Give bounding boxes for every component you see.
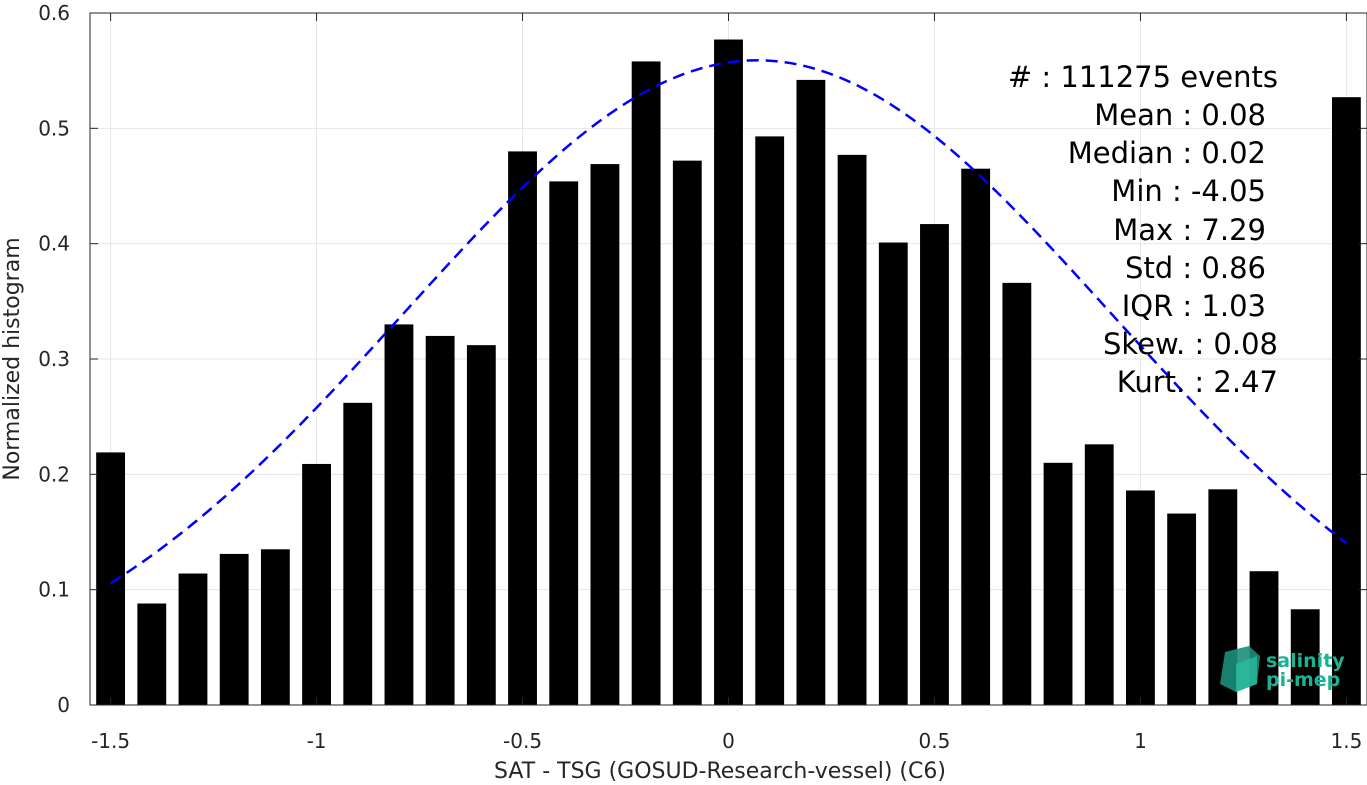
axis-ticks (90, 12, 1367, 706)
y-tick-label: 0.1 (38, 578, 70, 602)
histogram-bar (178, 573, 208, 705)
x-tick-label: -1 (307, 729, 327, 753)
stat-mean: Mean : 0.08 (1094, 98, 1266, 132)
histogram-bar (755, 136, 785, 705)
histogram-bar (1167, 513, 1197, 705)
histogram-bar (384, 324, 414, 705)
x-tick-label: 0.5 (919, 729, 951, 753)
histogram-bar (302, 463, 331, 705)
y-axis-tick-labels: 0 0.1 0.2 0.3 0.4 0.5 0.6 (38, 1, 70, 717)
y-tick-label: 0.5 (38, 116, 70, 140)
logo-line-pi-mep: pi-mep (1266, 669, 1340, 691)
x-axis-title: SAT - TSG (GOSUD-Research-vessel) (C6) (494, 759, 946, 784)
normal-fit-curve (109, 59, 1348, 585)
histogram-bar (672, 160, 702, 706)
histogram-bar (343, 402, 373, 705)
logo-cube-face (1236, 656, 1257, 692)
histogram-bar (260, 549, 290, 705)
stat-kurt: Kurt. : 2.47 (1117, 365, 1278, 399)
y-tick-label: 0.6 (38, 1, 70, 25)
histogram-bar (631, 61, 661, 705)
histogram-bar (549, 181, 579, 706)
histogram-bar (425, 335, 455, 705)
x-tick-label: 1.5 (1330, 729, 1362, 753)
histogram-bar (1126, 490, 1155, 705)
x-tick-label: -1.5 (91, 729, 130, 753)
histogram-bar (714, 39, 743, 705)
histogram-bar (1084, 444, 1114, 705)
histogram-bar (1002, 282, 1032, 705)
y-axis-title: Normalized histogram (0, 237, 25, 480)
histogram-bar (1331, 97, 1361, 705)
histogram-bar (590, 164, 620, 705)
stat-skew: Skew. : 0.08 (1103, 327, 1278, 361)
logo-line-salinity: salinity (1266, 650, 1345, 672)
y-tick-label: 0.3 (38, 347, 70, 371)
histogram-bar (961, 168, 991, 705)
stat-iqr: IQR : 1.03 (1122, 289, 1266, 323)
x-tick-label: -0.5 (503, 729, 542, 753)
stat-min: Min : -4.05 (1111, 174, 1266, 208)
histogram-bar (1043, 462, 1073, 705)
salinity-pi-mep-logo: salinity pi-mep (1220, 646, 1345, 692)
histogram-bar (878, 242, 908, 705)
histogram-bar (837, 154, 867, 706)
histogram-bar (920, 224, 949, 705)
histogram-bar (508, 151, 537, 705)
histogram-bar (96, 452, 126, 705)
x-axis-tick-labels: -1.5 -1 -0.5 0 0.5 1 1.5 (91, 729, 1362, 753)
stat-std: Std : 0.86 (1125, 251, 1266, 285)
x-tick-label: 1 (1134, 729, 1147, 753)
y-tick-label: 0 (57, 693, 70, 717)
stat-max: Max : 7.29 (1113, 213, 1266, 247)
histogram-bar (137, 603, 167, 705)
histogram-bar (796, 79, 826, 706)
x-tick-label: 0 (722, 729, 735, 753)
stat-events: # : 111275 events (1008, 60, 1278, 94)
histogram-bars (96, 39, 1361, 706)
y-tick-label: 0.2 (38, 462, 70, 486)
y-tick-label: 0.4 (38, 232, 70, 256)
histogram-bar (1290, 609, 1320, 705)
histogram-bar (219, 553, 249, 705)
histogram-bar (466, 345, 496, 705)
statistics-annotation: # : 111275 events Mean : 0.08 Median : 0… (1008, 60, 1278, 399)
stat-median: Median : 0.02 (1068, 136, 1266, 170)
